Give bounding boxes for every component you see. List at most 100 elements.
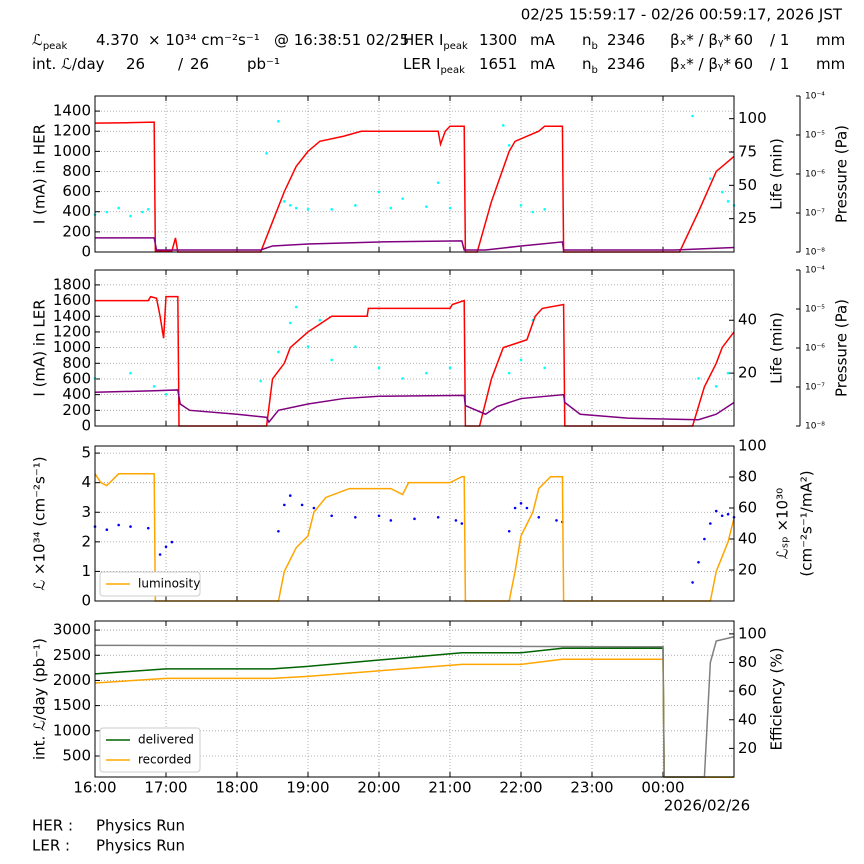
header-item: nb — [582, 55, 598, 76]
data-point — [283, 503, 286, 507]
data-point — [354, 204, 357, 207]
header-text: @ 16:38:51 02/25 — [274, 31, 409, 49]
y-tick-label: 1800 — [53, 275, 91, 293]
header-item: ℒpeak — [32, 31, 67, 52]
header-item: @ 16:38:51 02/25 — [274, 31, 409, 49]
data-line — [95, 237, 735, 251]
data-point — [117, 206, 120, 210]
data-point — [460, 522, 464, 525]
data-point — [709, 522, 712, 525]
y-tick-label: 5 — [81, 444, 91, 462]
y-tick-label: 800 — [62, 354, 91, 372]
x-date-label: 2026/02/26 — [664, 797, 750, 815]
y2-tick-label: 100 — [738, 437, 767, 455]
data-point — [531, 210, 535, 214]
y3-tick-label: 10⁻⁵ — [805, 305, 825, 315]
data-point — [129, 214, 132, 218]
y-tick-label: 1 — [81, 562, 91, 580]
y3-tick-label: 10⁻⁶ — [805, 170, 825, 180]
header-item: mA — [530, 55, 556, 73]
data-point — [277, 529, 280, 533]
header-item: βₓ* / βᵧ* — [670, 31, 731, 49]
data-point — [703, 537, 706, 541]
header-text: HER I — [403, 31, 443, 49]
header-text: n — [582, 31, 592, 49]
header-text: ℒ — [32, 31, 43, 49]
data-point — [294, 305, 298, 309]
legend-label: recorded — [138, 753, 191, 767]
footer-text: Physics Run — [96, 837, 185, 855]
data-point — [709, 177, 712, 180]
y2-axis-label: Life (min) — [768, 138, 786, 210]
header-item: mm — [816, 55, 845, 73]
data-point — [501, 124, 505, 127]
x-tick-label: 16:00 — [73, 779, 116, 797]
data-point — [425, 205, 428, 208]
y-axis-label: int. ℒ/day (pb⁻¹) — [31, 638, 49, 760]
header-sub: peak — [440, 65, 465, 76]
data-point — [726, 371, 730, 375]
header-item: mm — [816, 31, 845, 49]
data-point — [294, 206, 298, 210]
header-item: × 10³⁴ cm⁻²s⁻¹ — [148, 31, 260, 49]
data-point — [377, 366, 381, 370]
data-point — [513, 506, 517, 510]
data-point — [691, 581, 694, 584]
data-point — [525, 506, 529, 510]
header-item: 1300 — [479, 31, 517, 49]
data-point — [306, 208, 310, 211]
x-tick-label: 19:00 — [286, 779, 329, 797]
x-tick-label: 23:00 — [570, 779, 613, 797]
data-point — [519, 358, 523, 362]
data-point — [164, 392, 168, 396]
y2-tick-label: 80 — [738, 653, 757, 671]
header-text: / — [178, 55, 184, 73]
data-point — [691, 114, 694, 118]
data-point — [330, 208, 333, 211]
y-tick-label: 2500 — [53, 646, 91, 664]
y-tick-label: 2000 — [53, 671, 91, 689]
header-item: 2346 — [607, 55, 645, 73]
data-point — [146, 526, 150, 530]
data-line — [94, 389, 735, 424]
header-sub: peak — [443, 41, 468, 52]
header-item: / — [178, 55, 184, 73]
footer-text: LER : — [32, 837, 70, 855]
data-point — [318, 318, 322, 322]
legend-label: luminosity — [138, 577, 200, 591]
header-item: 4.370 — [96, 31, 139, 49]
data-point — [720, 514, 724, 518]
y-tick-label: 0 — [81, 592, 91, 610]
header-text: 26 — [190, 55, 209, 73]
data-line — [94, 121, 735, 253]
y2-axis-label: Life (min) — [768, 312, 786, 384]
header-text: 2346 — [607, 55, 645, 73]
plot-frame — [94, 269, 735, 427]
data-line — [95, 295, 735, 427]
data-point — [413, 517, 416, 521]
header-text: βₓ* / βᵧ* — [670, 55, 731, 73]
y2-tick-label: 20 — [738, 364, 757, 382]
data-point — [714, 385, 718, 388]
data-point — [454, 519, 458, 522]
y-tick-label: 800 — [62, 162, 91, 180]
y-tick-label: 600 — [62, 182, 91, 200]
header-item: 26 — [190, 55, 209, 73]
y-tick-label: 1200 — [53, 122, 91, 140]
data-point — [519, 204, 523, 207]
data-point — [288, 321, 292, 325]
y-tick-label: 1400 — [53, 307, 91, 325]
y-tick-label: 2 — [81, 532, 91, 550]
header-item: pb⁻¹ — [247, 55, 280, 73]
data-point — [129, 525, 132, 528]
header-range: 02/25 15:59:17 - 02/26 00:59:17, 2026 JS… — [521, 6, 843, 24]
data-point — [401, 377, 404, 380]
data-point — [330, 358, 333, 362]
data-point — [519, 502, 523, 505]
y-tick-label: 400 — [62, 385, 91, 403]
y2-tick-label: 100 — [738, 109, 767, 127]
header-item: nb — [582, 31, 598, 52]
data-point — [507, 144, 511, 147]
x-tick-label: 21:00 — [428, 779, 471, 797]
